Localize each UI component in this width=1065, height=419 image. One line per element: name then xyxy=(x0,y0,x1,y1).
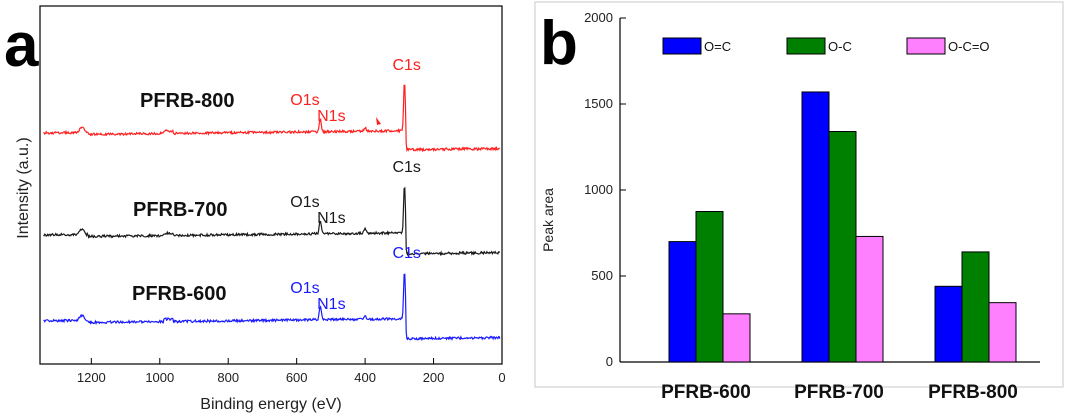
panel-a-peak-label: O1s xyxy=(290,92,319,109)
panel-a-peak-label: O1s xyxy=(290,280,319,297)
panel-a-n1s-arrow xyxy=(376,117,381,125)
panel-a-y-axis-label: Intensity (a.u.) xyxy=(15,137,32,238)
panel-a-x-tick-label: 600 xyxy=(286,370,308,385)
panel-b-bar-o-c-o xyxy=(722,313,751,363)
panel-b-bar-o-c-o xyxy=(988,302,1017,363)
panel-b-y-tick-label: 1000 xyxy=(584,182,613,197)
panel-a-series-name: PFRB-800 xyxy=(140,90,234,112)
panel-a-peak-label: C1s xyxy=(392,159,420,176)
panel-a-series-line xyxy=(43,84,501,153)
panel-a-x-tick-label: 1000 xyxy=(145,370,174,385)
panel-b-y-tick-label: 0 xyxy=(606,354,613,369)
panel-a-x-axis-label: Binding energy (eV) xyxy=(200,396,341,413)
panel-b-bars xyxy=(668,91,1017,363)
panel-a-series-name: PFRB-700 xyxy=(133,199,227,221)
panel-a-peak-label: N1s xyxy=(317,296,345,313)
panel-b-bar-o-c xyxy=(961,251,990,363)
panel-b-legend-label: O=C xyxy=(704,39,731,54)
panel-a-series-name: PFRB-600 xyxy=(132,283,226,305)
panel-a-x-ticks: 1200 1000 800 600 400 200 0 xyxy=(77,358,506,385)
panel-a-plot-frame xyxy=(39,5,503,365)
panel-b-y-axis-label: Peak area xyxy=(540,188,556,252)
panel-a-x-tick-label: 1200 xyxy=(77,370,106,385)
panel-b-legend-swatch xyxy=(786,37,826,55)
panel-a: a 1200 1000 800 600 400 200 0 PFRB-800 O1sN1sC1… xyxy=(4,5,506,413)
panel-a-series-label-box xyxy=(118,280,248,310)
panel-b-legend-swatch xyxy=(906,37,946,55)
panel-b-y-ticks: 0 500 1000 1500 2000 xyxy=(584,10,626,369)
panel-b-legend-label: O-C=O xyxy=(948,39,990,54)
panel-a-peak-label: N1s xyxy=(317,210,345,227)
panel-a-x-tick-label: 200 xyxy=(423,370,445,385)
panel-b-bar-o-c-o xyxy=(855,235,884,363)
panel-a-peak-label: C1s xyxy=(392,57,420,74)
panel-b-category-label: PFRB-800 xyxy=(928,382,1018,403)
panel-a-series-label-box xyxy=(126,87,256,117)
panel-b-y-tick-label: 1500 xyxy=(584,96,613,111)
panel-b-category-label: PFRB-700 xyxy=(794,382,884,403)
panel-b-bar-o-c xyxy=(668,241,697,363)
panel-a-letter: a xyxy=(4,11,39,80)
panel-a-x-tick-label: 0 xyxy=(498,370,505,385)
panel-b-bar-o-c xyxy=(695,211,724,363)
panel-b-legend: O=C O-C O-C=O xyxy=(662,37,990,55)
panel-b-legend-swatch xyxy=(662,37,702,55)
panel-b-y-tick-label: 500 xyxy=(591,268,613,283)
panel-a-peak-label: C1s xyxy=(392,245,420,262)
panel-a-x-tick-label: 400 xyxy=(354,370,376,385)
panel-b-y-tick-label: 2000 xyxy=(584,10,613,25)
panel-b-category-label: PFRB-600 xyxy=(661,382,751,403)
panel-a-series-label-box xyxy=(119,196,249,226)
panel-b-letter: b xyxy=(540,9,578,78)
panel-a-series-line xyxy=(43,186,501,257)
panel-a-series xyxy=(43,84,501,342)
panel-b-bar-o-c xyxy=(934,285,963,363)
panel-b-bar-o-c xyxy=(801,91,830,363)
panel-a-peak-label: O1s xyxy=(290,194,319,211)
panel-b-category-labels: PFRB-600 PFRB-700 PFRB-800 xyxy=(661,382,1018,403)
panel-a-x-tick-label: 800 xyxy=(217,370,239,385)
panel-b-bar-o-c xyxy=(828,131,857,363)
panel-b-legend-label: O-C xyxy=(828,39,852,54)
panel-a-series-line xyxy=(43,273,501,342)
panel-a-peak-label: N1s xyxy=(317,108,345,125)
